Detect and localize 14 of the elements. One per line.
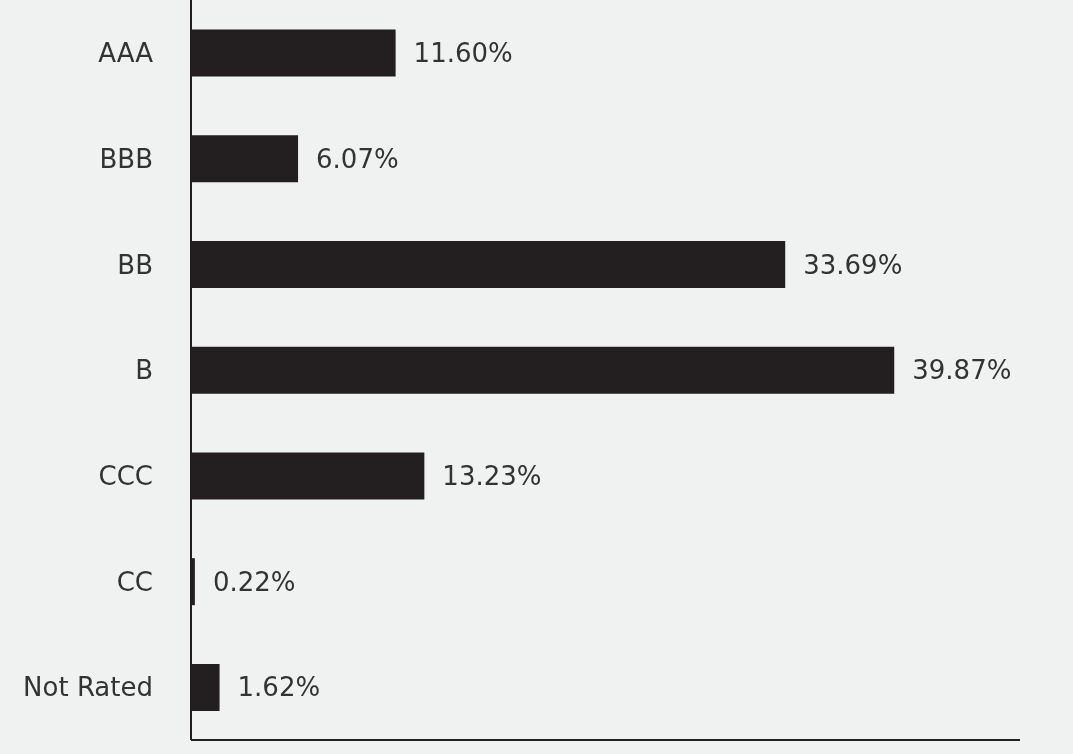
data-label: 13.23% (442, 461, 542, 492)
data-label: 1.62% (237, 672, 321, 703)
data-label: 6.07% (316, 143, 399, 174)
y-tick-label: CCC (98, 460, 153, 491)
y-tick-label: Not Rated (23, 672, 153, 703)
y-tick-label: AAA (98, 38, 154, 69)
y-tick-label: BBB (99, 143, 153, 174)
data-label: 39.87% (912, 355, 1012, 386)
y-tick-label: BB (117, 249, 153, 280)
y-tick-label: CC (116, 566, 153, 597)
y-tick-label: B (135, 355, 153, 386)
data-label: 0.22% (212, 566, 296, 597)
data-label: 11.60% (413, 38, 513, 69)
data-label: 33.69% (803, 249, 903, 280)
